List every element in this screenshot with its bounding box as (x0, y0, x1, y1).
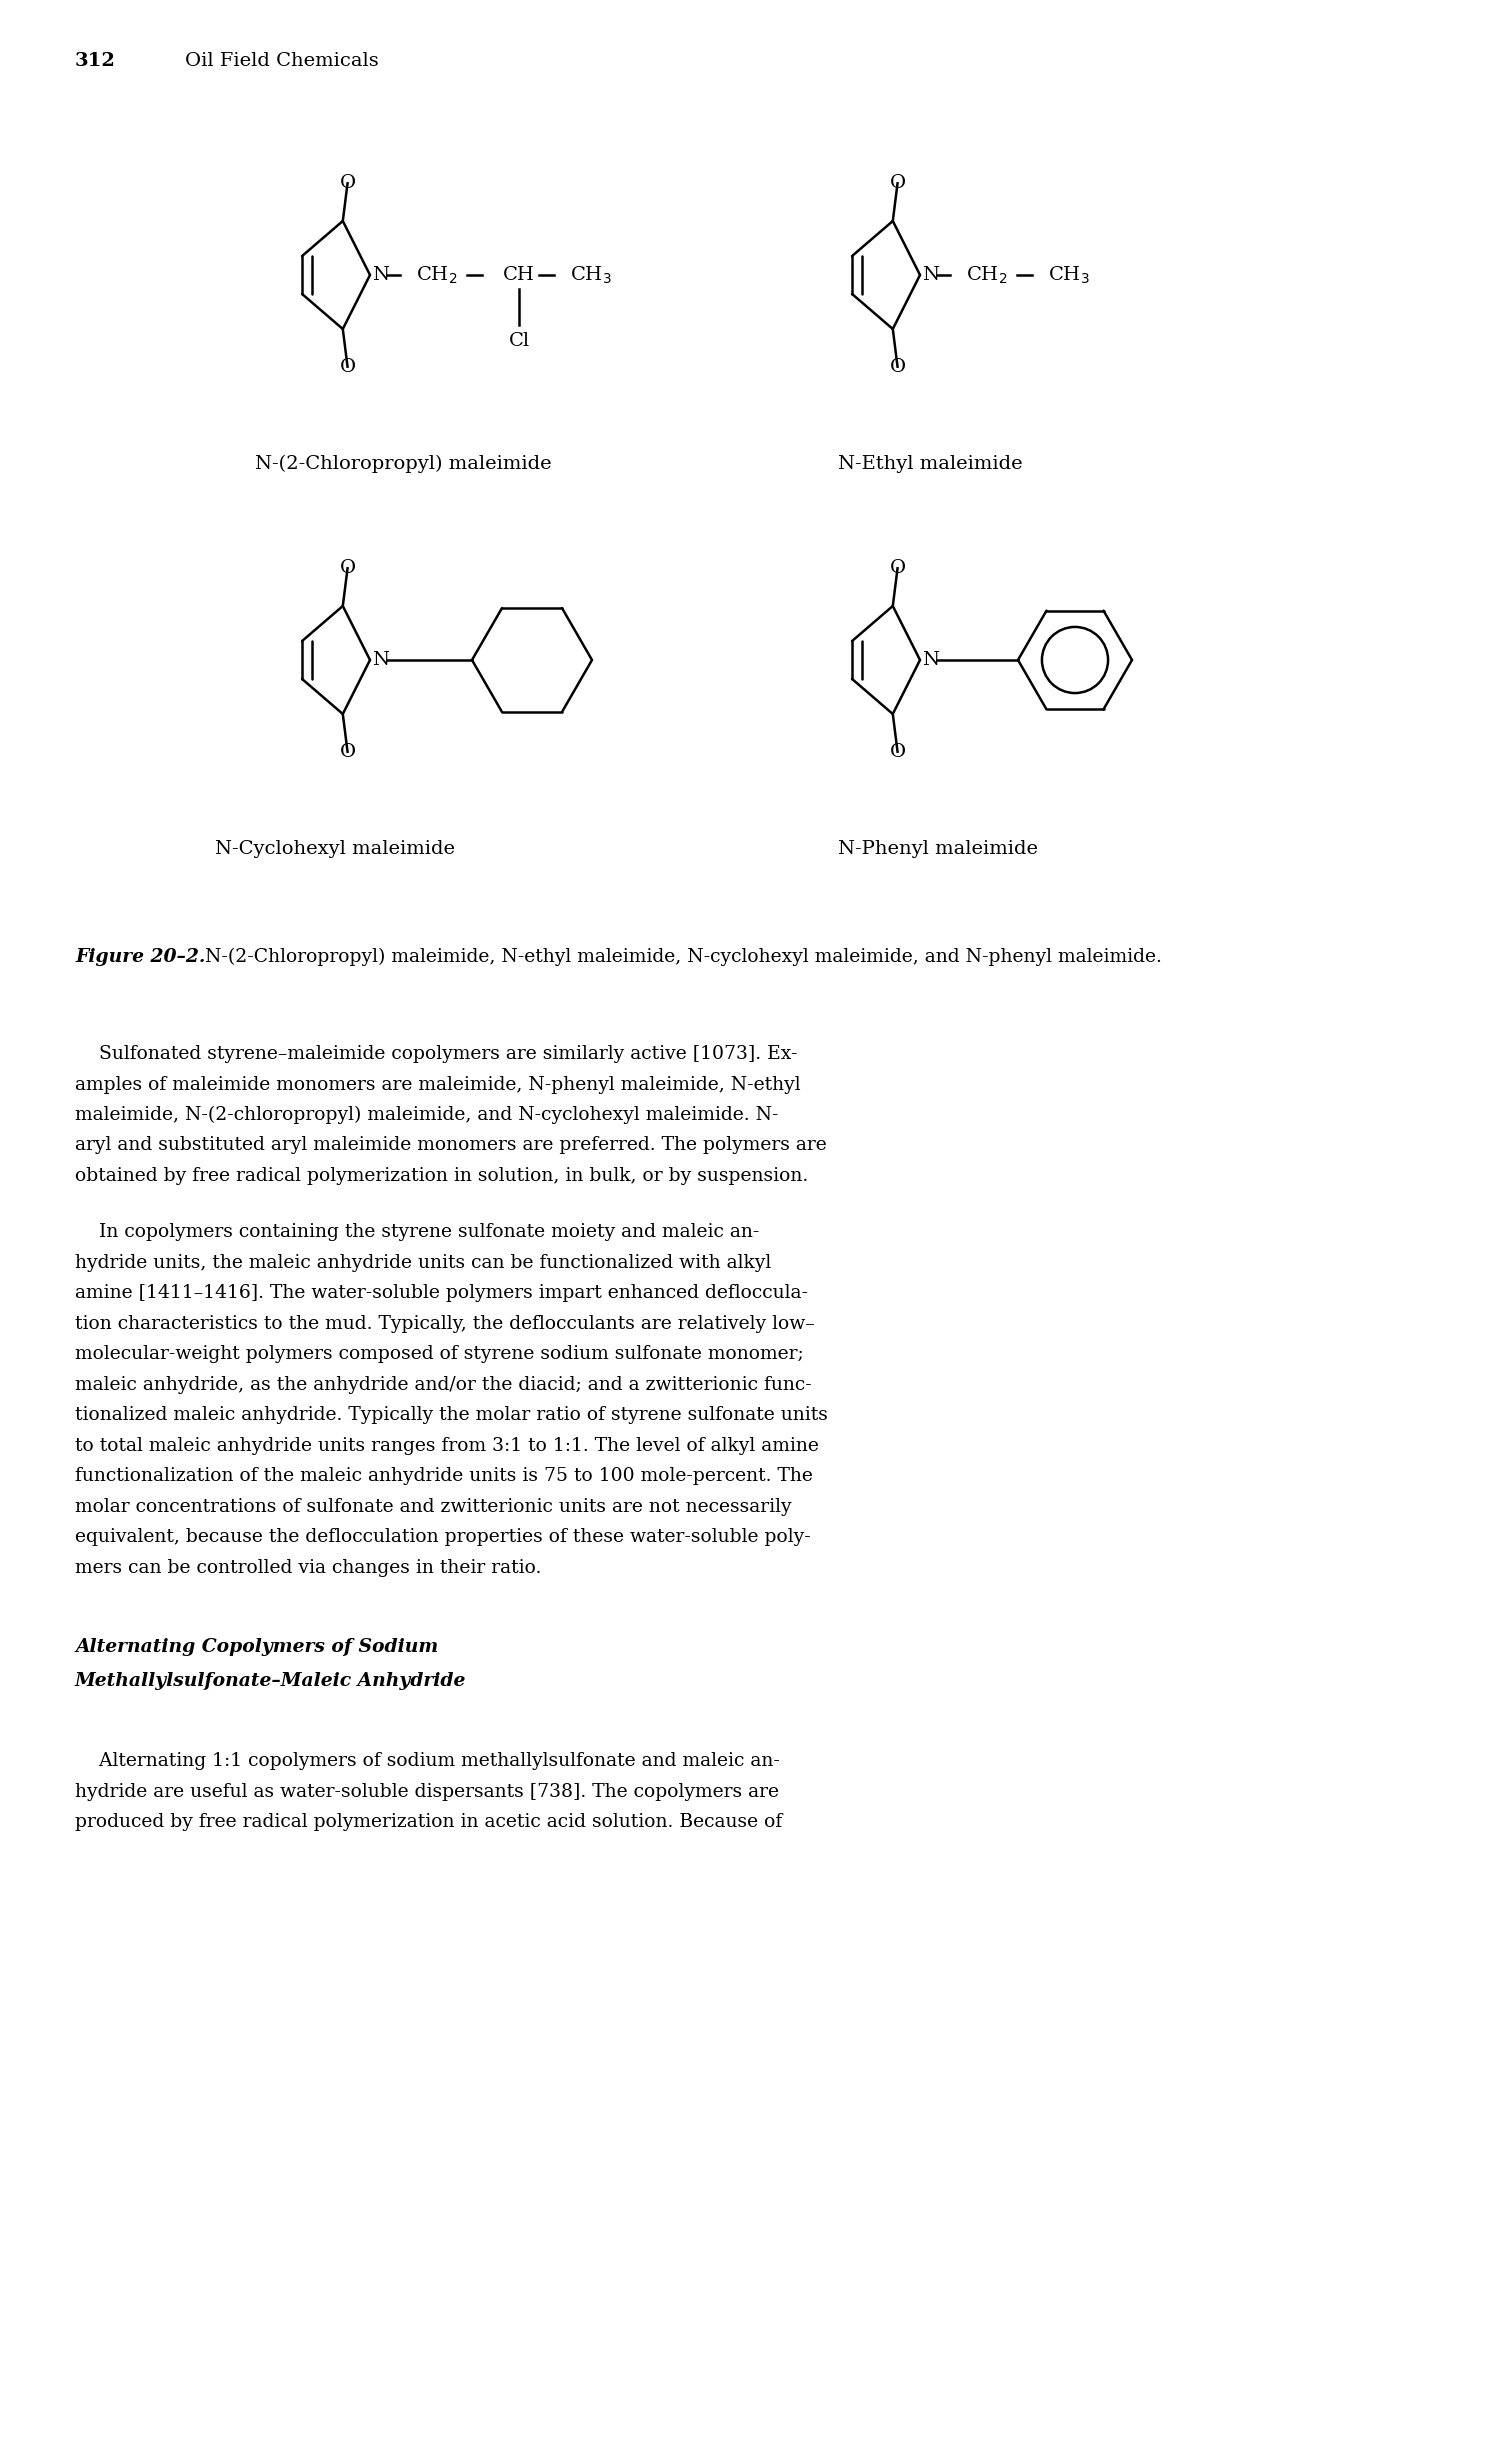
Text: O: O (890, 357, 905, 376)
Text: Figure 20–2.: Figure 20–2. (75, 947, 206, 967)
Text: mers can be controlled via changes in their ratio.: mers can be controlled via changes in th… (75, 1560, 542, 1577)
Text: functionalization of the maleic anhydride units is 75 to 100 mole-percent. The: functionalization of the maleic anhydrid… (75, 1469, 814, 1486)
Text: O: O (339, 175, 356, 192)
Text: maleic anhydride, as the anhydride and/or the diacid; and a zwitterionic func-: maleic anhydride, as the anhydride and/o… (75, 1375, 812, 1395)
Text: O: O (339, 743, 356, 760)
Text: Oil Field Chemicals: Oil Field Chemicals (185, 52, 378, 69)
Text: N: N (922, 266, 940, 283)
Text: tion characteristics to the mud. Typically, the deflocculants are relatively low: tion characteristics to the mud. Typical… (75, 1316, 815, 1333)
Text: hydride units, the maleic anhydride units can be functionalized with alkyl: hydride units, the maleic anhydride unit… (75, 1255, 772, 1272)
Text: amples of maleimide monomers are maleimide, N-phenyl maleimide, N-ethyl: amples of maleimide monomers are maleimi… (75, 1075, 800, 1095)
Text: CH$_2$: CH$_2$ (416, 263, 458, 285)
Text: Cl: Cl (509, 332, 530, 349)
Text: Alternating Copolymers of Sodium: Alternating Copolymers of Sodium (75, 1638, 438, 1656)
Text: CH$_3$: CH$_3$ (570, 263, 612, 285)
Text: N: N (922, 652, 940, 669)
Text: Sulfonated styrene–maleimide copolymers are similarly active [1073]. Ex-: Sulfonated styrene–maleimide copolymers … (75, 1046, 797, 1063)
Text: tionalized maleic anhydride. Typically the molar ratio of styrene sulfonate unit: tionalized maleic anhydride. Typically t… (75, 1407, 829, 1424)
Text: N-Phenyl maleimide: N-Phenyl maleimide (838, 839, 1039, 859)
Text: N: N (372, 266, 389, 283)
Text: In copolymers containing the styrene sulfonate moiety and maleic an-: In copolymers containing the styrene sul… (75, 1223, 760, 1242)
Text: 312: 312 (75, 52, 116, 69)
Text: N: N (372, 652, 389, 669)
Text: O: O (339, 357, 356, 376)
Text: molecular-weight polymers composed of styrene sodium sulfonate monomer;: molecular-weight polymers composed of st… (75, 1346, 803, 1363)
Text: Alternating 1:1 copolymers of sodium methallylsulfonate and maleic an-: Alternating 1:1 copolymers of sodium met… (75, 1752, 781, 1771)
Text: N-Cyclohexyl maleimide: N-Cyclohexyl maleimide (215, 839, 455, 859)
Text: O: O (339, 558, 356, 578)
Text: O: O (890, 743, 905, 760)
Text: O: O (890, 558, 905, 578)
Text: CH: CH (503, 266, 534, 283)
Text: CH$_2$: CH$_2$ (967, 263, 1007, 285)
Text: maleimide, N-(2-chloropropyl) maleimide, and N-cyclohexyl maleimide. N-: maleimide, N-(2-chloropropyl) maleimide,… (75, 1107, 779, 1124)
Text: obtained by free radical polymerization in solution, in bulk, or by suspension.: obtained by free radical polymerization … (75, 1166, 808, 1186)
Text: O: O (890, 175, 905, 192)
Text: aryl and substituted aryl maleimide monomers are preferred. The polymers are: aryl and substituted aryl maleimide mono… (75, 1137, 827, 1154)
Text: molar concentrations of sulfonate and zwitterionic units are not necessarily: molar concentrations of sulfonate and zw… (75, 1498, 791, 1515)
Text: CH$_3$: CH$_3$ (1048, 263, 1090, 285)
Text: produced by free radical polymerization in acetic acid solution. Because of: produced by free radical polymerization … (75, 1813, 782, 1830)
Text: hydride are useful as water-soluble dispersants [738]. The copolymers are: hydride are useful as water-soluble disp… (75, 1784, 779, 1801)
Text: to total maleic anhydride units ranges from 3:1 to 1:1. The level of alkyl amine: to total maleic anhydride units ranges f… (75, 1437, 820, 1454)
Text: N-(2-Chloropropyl) maleimide, N-ethyl maleimide, N-cyclohexyl maleimide, and N-p: N-(2-Chloropropyl) maleimide, N-ethyl ma… (194, 947, 1162, 967)
Text: amine [1411–1416]. The water-soluble polymers impart enhanced defloccula-: amine [1411–1416]. The water-soluble pol… (75, 1284, 808, 1301)
Text: Methallylsulfonate–Maleic Anhydride: Methallylsulfonate–Maleic Anhydride (75, 1673, 467, 1690)
Text: N-Ethyl maleimide: N-Ethyl maleimide (838, 455, 1022, 472)
Text: N-(2-Chloropropyl) maleimide: N-(2-Chloropropyl) maleimide (255, 455, 552, 472)
Text: equivalent, because the deflocculation properties of these water-soluble poly-: equivalent, because the deflocculation p… (75, 1528, 811, 1547)
